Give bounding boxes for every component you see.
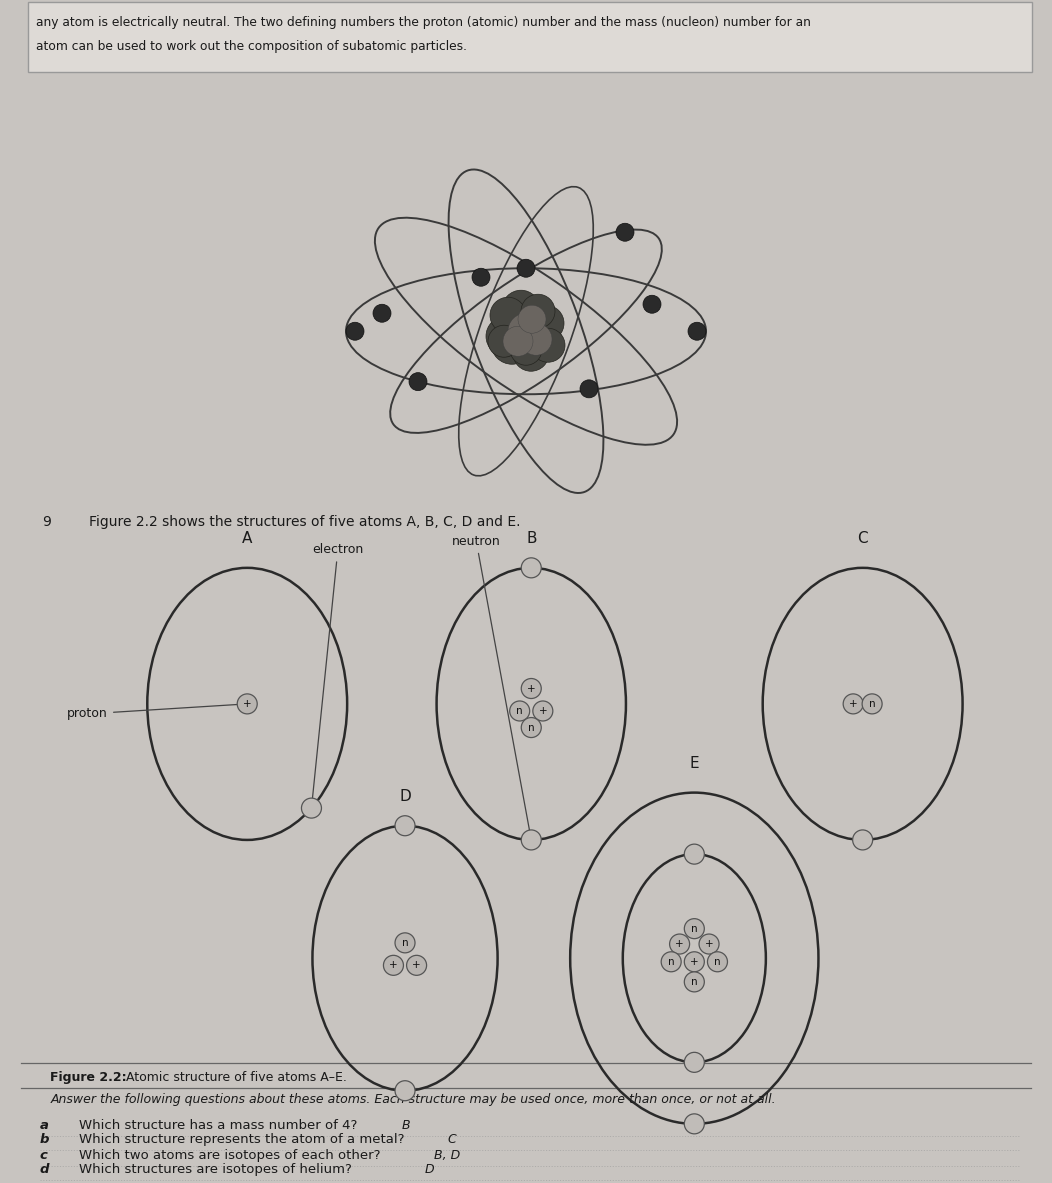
Circle shape	[513, 335, 549, 371]
Circle shape	[580, 380, 598, 397]
Text: n: n	[517, 706, 523, 716]
Circle shape	[514, 296, 554, 335]
Text: C: C	[447, 1133, 457, 1146]
Circle shape	[518, 305, 546, 334]
FancyBboxPatch shape	[28, 2, 1032, 72]
Circle shape	[497, 302, 535, 341]
Text: +: +	[690, 957, 699, 967]
Text: E: E	[689, 756, 700, 770]
Circle shape	[521, 679, 542, 698]
Text: a: a	[40, 1119, 49, 1132]
Circle shape	[684, 845, 705, 864]
Text: n: n	[402, 938, 408, 948]
Text: +: +	[389, 961, 398, 970]
Circle shape	[394, 816, 416, 835]
Circle shape	[669, 935, 690, 953]
Text: atom can be used to work out the composition of subatomic particles.: atom can be used to work out the composi…	[36, 40, 467, 53]
Text: b: b	[40, 1133, 49, 1146]
Circle shape	[488, 325, 520, 357]
Circle shape	[502, 290, 540, 328]
Circle shape	[531, 328, 565, 362]
Circle shape	[394, 1081, 416, 1100]
Circle shape	[843, 694, 864, 713]
Circle shape	[852, 830, 873, 849]
Circle shape	[472, 269, 490, 286]
Circle shape	[643, 296, 661, 313]
Text: Figure 2.2:: Figure 2.2:	[50, 1071, 127, 1084]
Text: n: n	[691, 977, 697, 987]
Circle shape	[406, 956, 427, 975]
Circle shape	[521, 718, 542, 737]
Text: B: B	[526, 531, 537, 545]
Circle shape	[532, 702, 553, 720]
Circle shape	[661, 952, 682, 971]
Text: Answer the following questions about these atoms. Each structure may be used onc: Answer the following questions about the…	[50, 1093, 776, 1106]
Text: proton: proton	[67, 704, 244, 720]
Circle shape	[616, 224, 634, 241]
Text: Which two atoms are isotopes of each other?: Which two atoms are isotopes of each oth…	[79, 1149, 381, 1162]
Text: A: A	[242, 531, 252, 545]
Text: any atom is electrically neutral. The two defining numbers the proton (atomic) n: any atom is electrically neutral. The tw…	[36, 17, 811, 30]
Circle shape	[509, 702, 530, 720]
Circle shape	[521, 558, 542, 577]
Text: B: B	[402, 1119, 410, 1132]
Circle shape	[394, 933, 416, 952]
Text: n: n	[691, 924, 697, 933]
Text: +: +	[527, 684, 535, 693]
Text: electron: electron	[311, 543, 364, 806]
Circle shape	[486, 316, 526, 356]
Text: Which structure represents the atom of a metal?: Which structure represents the atom of a…	[79, 1133, 404, 1146]
Circle shape	[490, 297, 526, 334]
Circle shape	[684, 1053, 705, 1072]
Text: Which structures are isotopes of helium?: Which structures are isotopes of helium?	[79, 1163, 351, 1176]
Circle shape	[684, 1114, 705, 1133]
Circle shape	[528, 305, 564, 341]
Text: n: n	[869, 699, 875, 709]
Circle shape	[521, 830, 542, 849]
Circle shape	[503, 327, 533, 356]
Circle shape	[699, 935, 720, 953]
Text: n: n	[714, 957, 721, 967]
Text: +: +	[705, 939, 713, 949]
Circle shape	[237, 694, 258, 713]
Circle shape	[504, 309, 548, 354]
Circle shape	[383, 956, 404, 975]
Text: B, D: B, D	[434, 1149, 461, 1162]
Text: d: d	[40, 1163, 49, 1176]
Text: Atomic structure of five atoms A–E.: Atomic structure of five atoms A–E.	[122, 1071, 347, 1084]
Circle shape	[707, 952, 728, 971]
Circle shape	[521, 295, 555, 328]
Text: D: D	[399, 789, 411, 803]
Circle shape	[373, 304, 391, 322]
Circle shape	[491, 322, 533, 364]
Circle shape	[684, 919, 705, 938]
Text: +: +	[539, 706, 547, 716]
Text: +: +	[849, 699, 857, 709]
Circle shape	[684, 972, 705, 991]
Text: Figure 2.2 shows the structures of five atoms A, B, C, D and E.: Figure 2.2 shows the structures of five …	[89, 515, 521, 529]
Text: Which structure has a mass number of 4?: Which structure has a mass number of 4?	[79, 1119, 358, 1132]
Text: D: D	[425, 1163, 434, 1176]
Text: c: c	[40, 1149, 47, 1162]
Text: neutron: neutron	[452, 535, 531, 838]
Circle shape	[302, 799, 322, 819]
Circle shape	[510, 334, 542, 366]
Circle shape	[522, 322, 562, 361]
Text: +: +	[412, 961, 421, 970]
Text: n: n	[528, 723, 534, 732]
Circle shape	[688, 322, 706, 341]
Circle shape	[346, 322, 364, 341]
Text: 9: 9	[42, 515, 50, 529]
Circle shape	[508, 313, 544, 349]
Text: n: n	[668, 957, 674, 967]
Text: +: +	[243, 699, 251, 709]
Text: C: C	[857, 531, 868, 545]
Text: +: +	[675, 939, 684, 949]
Circle shape	[409, 373, 427, 390]
Circle shape	[520, 323, 552, 355]
Circle shape	[684, 952, 705, 971]
Circle shape	[862, 694, 883, 713]
Circle shape	[517, 259, 535, 277]
